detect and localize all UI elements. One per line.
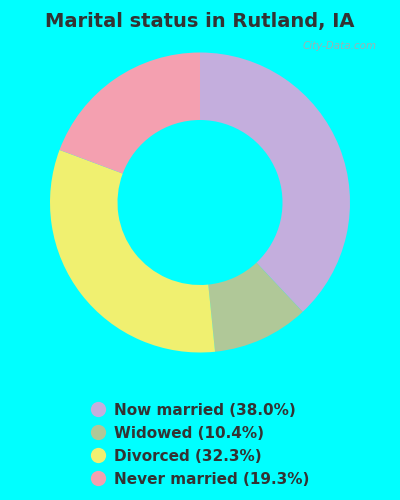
Text: Marital status in Rutland, IA: Marital status in Rutland, IA (45, 12, 355, 32)
Wedge shape (50, 150, 215, 352)
Text: City-Data.com: City-Data.com (302, 42, 376, 51)
Wedge shape (60, 52, 200, 174)
Wedge shape (208, 262, 303, 352)
Wedge shape (200, 52, 350, 312)
Legend: Now married (38.0%), Widowed (10.4%), Divorced (32.3%), Never married (19.3%): Now married (38.0%), Widowed (10.4%), Di… (83, 396, 317, 494)
